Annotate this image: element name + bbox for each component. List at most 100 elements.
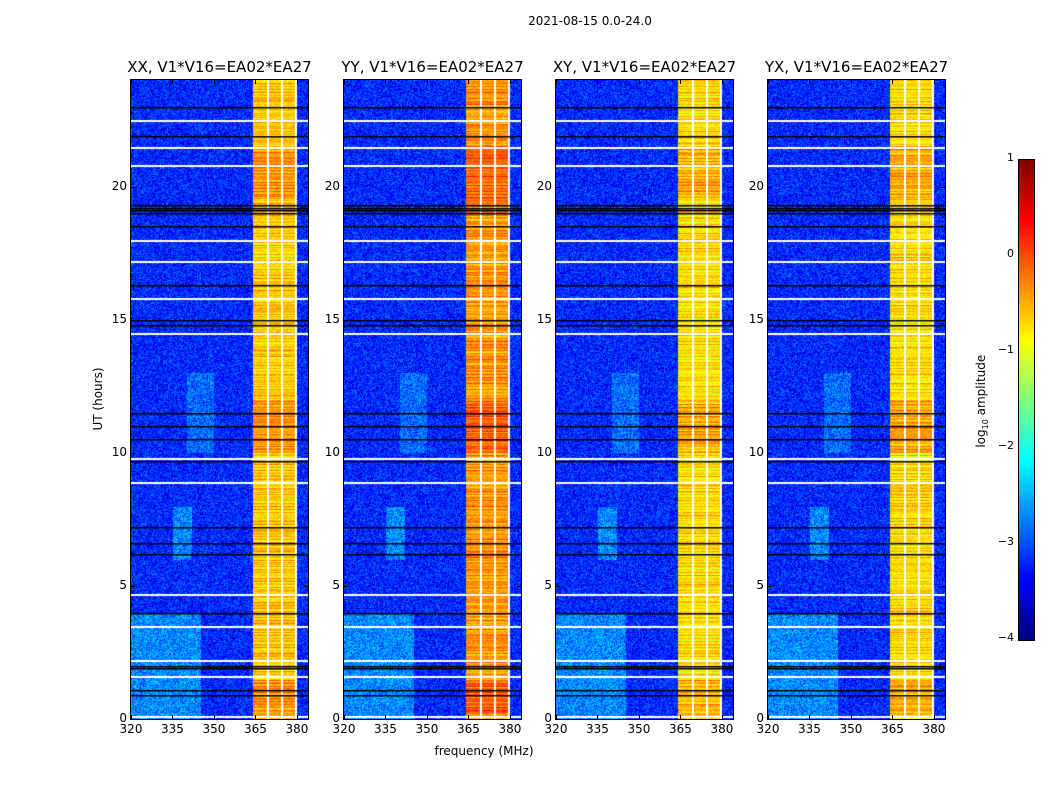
x-tick-mark xyxy=(509,715,511,719)
figure-title: 2021-08-15 0.0-24.0 xyxy=(528,14,652,28)
y-tick-label: 10 xyxy=(748,444,764,459)
y-tick-label: 5 xyxy=(332,577,340,592)
x-tick-mark xyxy=(255,80,257,84)
y-tick-mark xyxy=(729,452,733,454)
x-tick-mark xyxy=(850,715,852,719)
panel-title: XX, V1*V16=EA02*EA27 xyxy=(127,58,312,76)
x-tick-mark xyxy=(296,80,298,84)
y-tick-mark xyxy=(729,585,733,587)
y-tick-mark xyxy=(131,585,135,587)
x-tick-mark xyxy=(597,715,599,719)
y-tick-label: 15 xyxy=(324,311,340,326)
x-tick-mark xyxy=(468,715,470,719)
y-tick-mark xyxy=(729,186,733,188)
x-tick-mark xyxy=(809,80,811,84)
y-tick-mark xyxy=(941,719,945,720)
y-tick-label: 15 xyxy=(748,311,764,326)
y-tick-mark xyxy=(344,585,348,587)
y-tick-mark xyxy=(768,452,772,454)
y-tick-mark xyxy=(556,319,560,321)
spectrogram-panel-xy xyxy=(555,79,734,720)
x-tick-label: 320 xyxy=(119,722,143,736)
x-tick-label: 335 xyxy=(798,722,821,736)
x-tick-mark xyxy=(850,80,852,84)
spectrogram-heatmap xyxy=(768,80,945,719)
y-tick-mark xyxy=(556,186,560,188)
x-tick-mark xyxy=(385,80,387,84)
x-tick-mark xyxy=(768,715,769,719)
y-tick-label: 10 xyxy=(324,444,340,459)
x-tick-mark xyxy=(255,715,257,719)
y-tick-mark xyxy=(304,585,308,587)
y-tick-mark xyxy=(517,319,521,321)
x-tick-mark xyxy=(385,715,387,719)
y-tick-mark xyxy=(304,719,308,720)
spectrogram-heatmap xyxy=(344,80,521,719)
x-tick-mark xyxy=(933,80,935,84)
x-tick-mark xyxy=(296,715,298,719)
x-tick-mark xyxy=(597,80,599,84)
y-tick-mark xyxy=(517,585,521,587)
y-axis-label: UT (hours) xyxy=(91,367,105,431)
colorbar-tick-label: −4 xyxy=(997,631,1014,644)
y-tick-label: 0 xyxy=(544,711,552,725)
y-tick-mark xyxy=(131,719,135,720)
colorbar-label-subscript: 10 xyxy=(981,419,991,430)
x-tick-mark xyxy=(680,715,682,719)
x-tick-mark xyxy=(768,80,769,84)
x-tick-mark xyxy=(131,715,132,719)
y-tick-label: 20 xyxy=(324,178,340,193)
x-tick-mark xyxy=(638,715,640,719)
colorbar-label: log10 amplitude xyxy=(974,341,990,461)
x-tick-mark xyxy=(426,80,428,84)
y-tick-mark xyxy=(768,186,772,188)
x-tick-mark xyxy=(131,80,132,84)
x-tick-mark xyxy=(213,80,215,84)
colorbar-gradient xyxy=(1019,160,1034,640)
x-tick-label: 380 xyxy=(285,722,309,736)
x-tick-label: 335 xyxy=(586,722,609,736)
y-tick-mark xyxy=(768,585,772,587)
x-tick-label: 380 xyxy=(922,722,946,736)
x-tick-mark xyxy=(468,80,470,84)
y-tick-mark xyxy=(344,452,348,454)
x-tick-label: 335 xyxy=(374,722,397,736)
spectrogram-heatmap xyxy=(556,80,733,719)
panel-title: YX, V1*V16=EA02*EA27 xyxy=(764,58,949,76)
colorbar-label-log: log xyxy=(973,429,988,448)
x-tick-label: 365 xyxy=(669,722,692,736)
x-tick-label: 380 xyxy=(710,722,734,736)
x-tick-mark xyxy=(933,715,935,719)
y-tick-label: 0 xyxy=(332,711,340,725)
colorbar-tick-label: −1 xyxy=(997,343,1014,356)
x-tick-label: 365 xyxy=(457,722,480,736)
x-tick-label: 350 xyxy=(202,722,226,736)
x-tick-label: 365 xyxy=(881,722,904,736)
x-tick-mark xyxy=(892,715,894,719)
y-tick-mark xyxy=(941,585,945,587)
y-tick-mark xyxy=(344,186,348,188)
panel-title: YY, V1*V16=EA02*EA27 xyxy=(341,58,524,76)
x-tick-label: 365 xyxy=(244,722,267,736)
panel-title: XY, V1*V16=EA02*EA27 xyxy=(552,58,737,76)
spectrogram-heatmap xyxy=(131,80,308,719)
y-tick-mark xyxy=(556,452,560,454)
y-tick-label: 5 xyxy=(544,577,552,592)
y-tick-mark xyxy=(517,452,521,454)
x-tick-label: 335 xyxy=(161,722,184,736)
y-tick-label: 20 xyxy=(111,178,127,193)
y-tick-mark xyxy=(131,186,135,188)
spectrogram-panel-yx xyxy=(767,79,946,720)
y-tick-label: 10 xyxy=(536,444,552,459)
spectrogram-panel-xx xyxy=(130,79,309,720)
y-tick-mark xyxy=(729,319,733,321)
y-tick-mark xyxy=(304,319,308,321)
y-tick-mark xyxy=(131,319,135,321)
spectrogram-panel-yy xyxy=(343,79,522,720)
y-tick-label: 0 xyxy=(756,711,764,725)
x-tick-mark xyxy=(426,715,428,719)
x-tick-mark xyxy=(509,80,511,84)
y-tick-mark xyxy=(941,452,945,454)
x-tick-mark xyxy=(721,715,723,719)
y-tick-label: 5 xyxy=(119,577,127,592)
